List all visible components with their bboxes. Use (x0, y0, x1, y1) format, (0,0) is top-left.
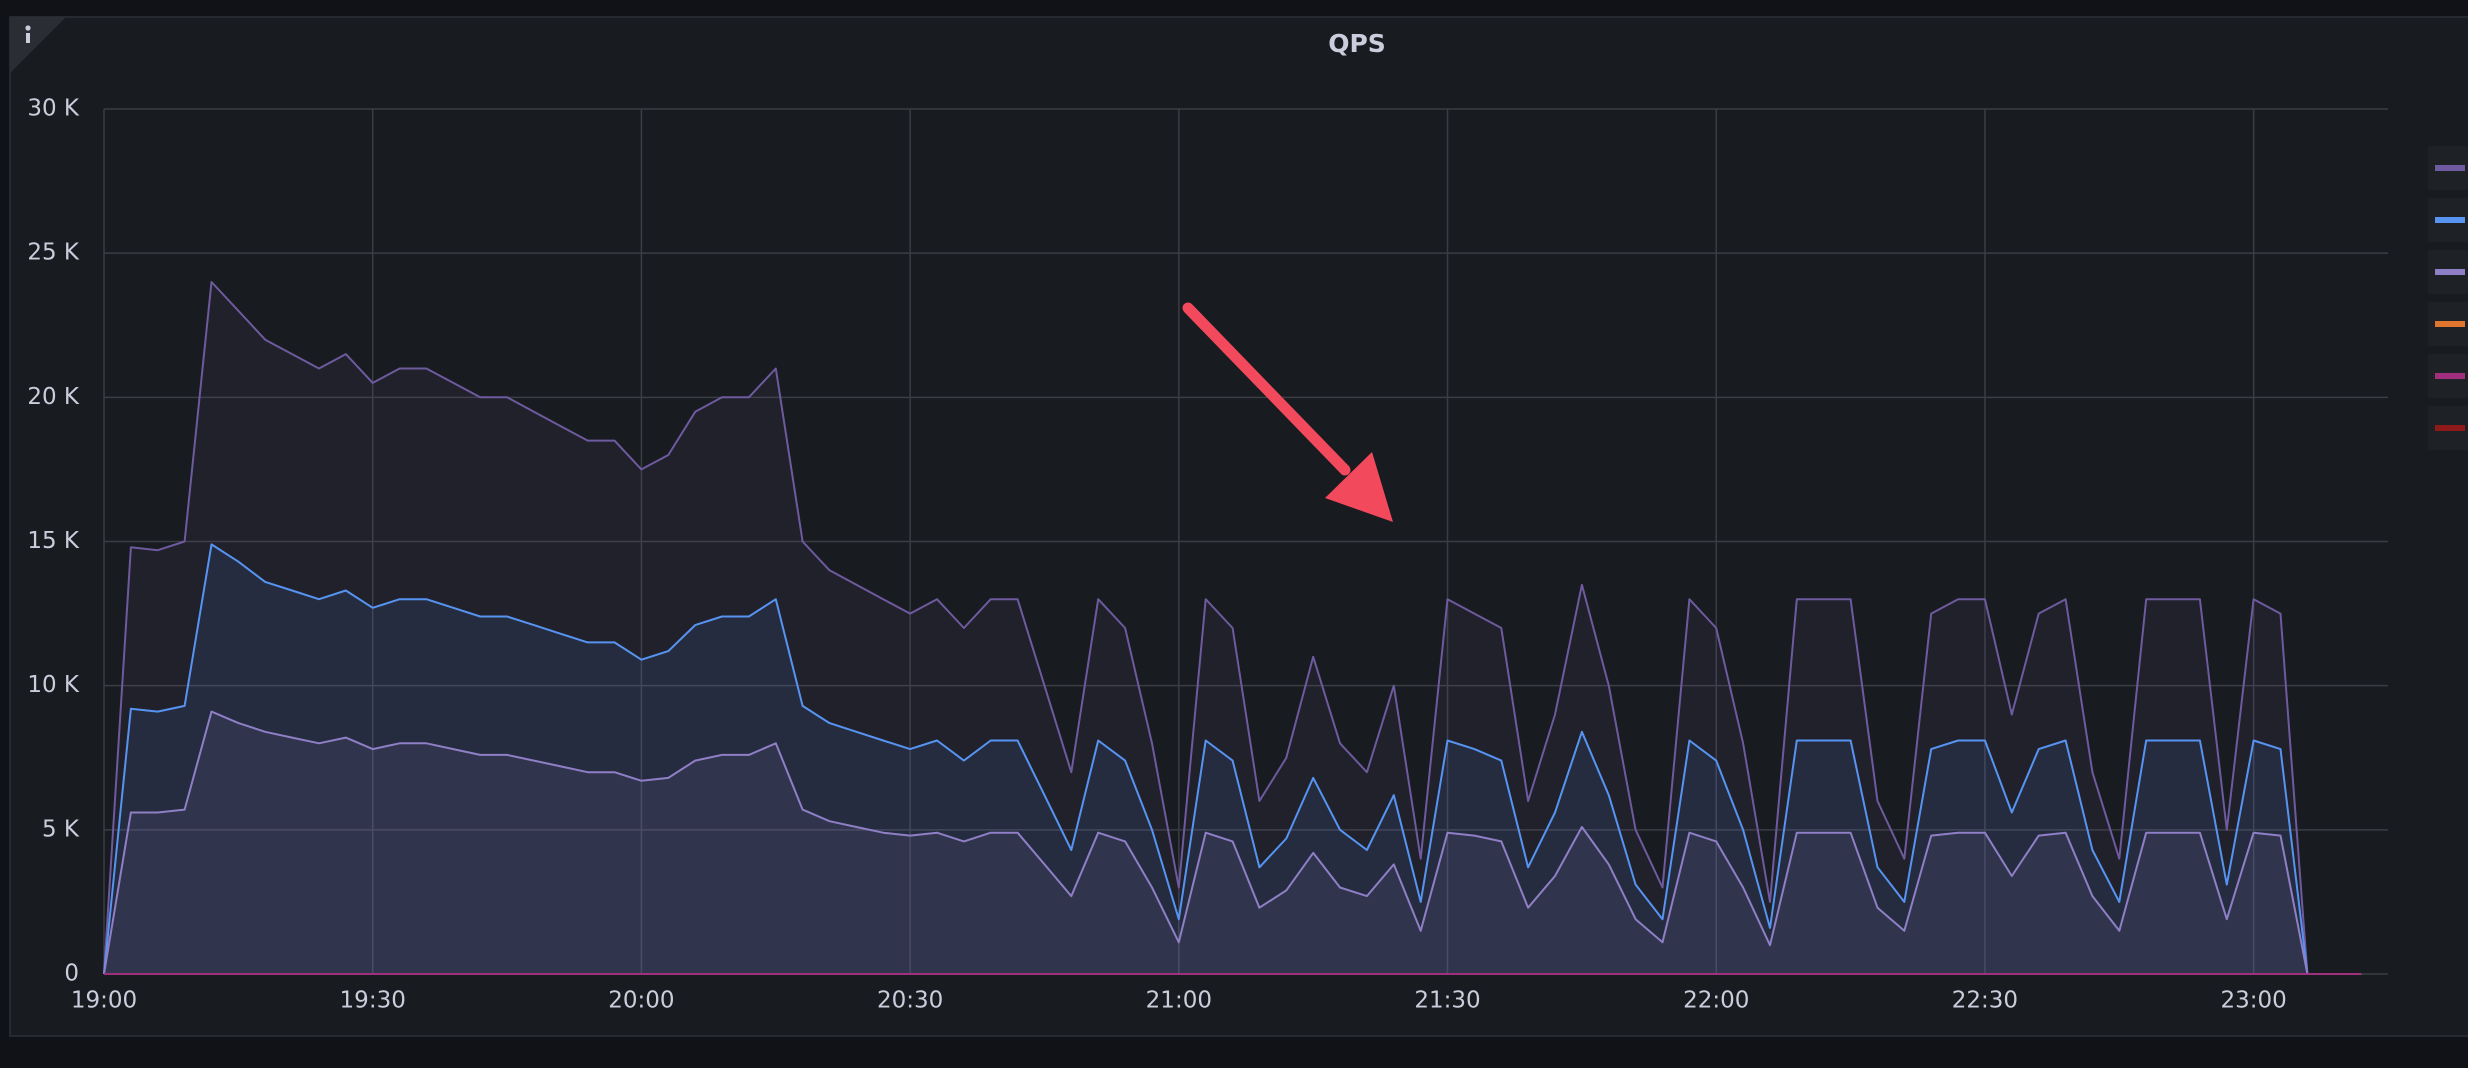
legend-swatch (2435, 425, 2465, 431)
legend-swatch (2435, 217, 2465, 223)
x-tick-label: 23:00 (2220, 988, 2286, 1014)
y-tick-label: 10 K (27, 672, 80, 698)
x-tick-label: 21:00 (1146, 988, 1212, 1014)
legend (2428, 146, 2468, 450)
series-line (103, 281, 2362, 975)
chart-title: QPS (1328, 29, 1386, 58)
x-tick-label: 22:30 (1952, 988, 2018, 1014)
y-tick-label: 15 K (27, 528, 80, 554)
x-tick-label: 20:00 (608, 988, 674, 1014)
y-tick-label: 0 (64, 961, 79, 987)
info-icon[interactable] (10, 17, 66, 73)
plot (103, 281, 2362, 975)
x-tick-label: 21:30 (1414, 988, 1480, 1014)
x-tick-label: 19:30 (340, 988, 406, 1014)
info-corner (10, 17, 66, 73)
legend-swatch (2435, 373, 2465, 379)
panel (9, 16, 2468, 1037)
y-tick-label: 30 K (27, 96, 80, 122)
series-line (103, 710, 2362, 975)
legend-swatch (2435, 165, 2465, 171)
x-tick-label: 22:00 (1683, 988, 1749, 1014)
series-line (103, 543, 2362, 975)
arrow-shaft (1182, 302, 1351, 476)
annotation-arrow (1182, 302, 1393, 522)
y-tick-label: 20 K (27, 384, 80, 410)
arrow-head (1325, 452, 1393, 522)
info-stem (26, 33, 30, 43)
legend-swatch (2435, 269, 2465, 275)
x-tick-label: 19:00 (71, 988, 137, 1014)
x-tick-label: 20:30 (877, 988, 943, 1014)
y-tick-label: 5 K (42, 816, 80, 842)
info-dot (25, 25, 31, 31)
y-tick-label: 25 K (27, 240, 80, 266)
legend-swatch (2435, 321, 2465, 327)
